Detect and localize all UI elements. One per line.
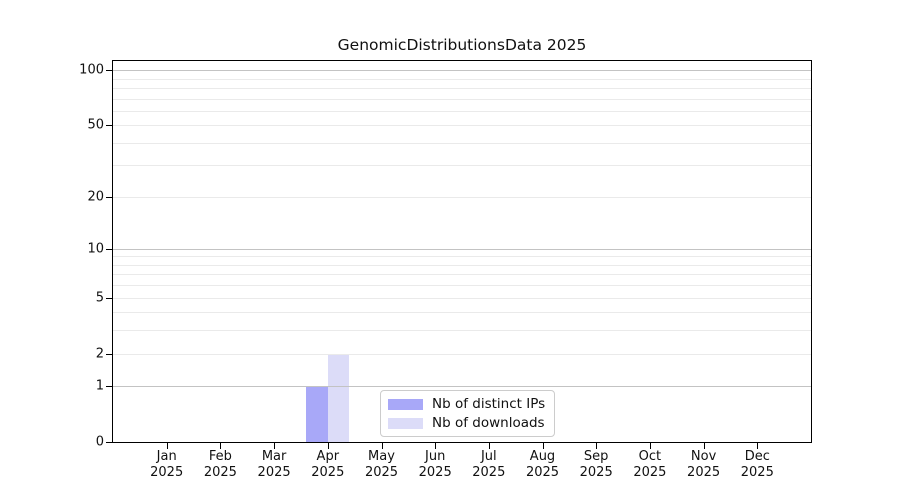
x-tick-mark xyxy=(596,443,598,449)
x-tick-mark xyxy=(703,443,705,449)
y-gridline-major xyxy=(113,70,811,71)
x-tick-year: 2025 xyxy=(472,465,506,480)
bar-nb-of-distinct-ips xyxy=(306,386,328,442)
x-tick-mark xyxy=(166,443,168,449)
x-tick-year: 2025 xyxy=(687,465,721,480)
x-tick-year: 2025 xyxy=(364,465,399,480)
y-gridline-minor xyxy=(113,142,811,144)
y-gridline-major xyxy=(113,248,811,250)
y-tick-label: 5 xyxy=(95,290,104,306)
legend-swatch xyxy=(388,417,423,429)
legend-label: Nb of downloads xyxy=(432,415,545,431)
y-tick-label: 1 xyxy=(95,378,104,394)
x-tick-label: Apr 2025 xyxy=(293,449,363,481)
y-tick-mark xyxy=(106,297,113,299)
x-tick-month: Nov xyxy=(690,449,717,464)
x-tick-month: Sep xyxy=(583,449,609,464)
y-gridline-minor xyxy=(113,312,811,314)
y-gridline-minor xyxy=(113,256,811,258)
x-tick-year: 2025 xyxy=(311,465,345,480)
x-tick-mark xyxy=(435,443,437,449)
y-tick-label: 20 xyxy=(87,189,104,205)
x-tick-label: May 2025 xyxy=(347,449,417,481)
y-gridline-minor xyxy=(113,98,811,100)
x-tick-mark xyxy=(488,443,490,449)
x-tick-mark xyxy=(757,443,759,449)
y-gridline-minor xyxy=(113,110,811,112)
x-tick-month: Jun xyxy=(425,449,446,464)
y-gridline-minor xyxy=(113,285,811,287)
y-gridline-minor xyxy=(113,165,811,167)
x-tick-year: 2025 xyxy=(525,465,560,480)
y-gridline-minor xyxy=(113,330,811,332)
y-tick-mark xyxy=(106,248,113,250)
x-tick-label: Oct 2025 xyxy=(615,449,685,481)
y-gridline-minor xyxy=(113,78,811,80)
x-tick-year: 2025 xyxy=(740,465,774,480)
x-tick-label: Nov 2025 xyxy=(669,449,739,481)
y-gridline-minor xyxy=(113,87,811,89)
x-tick-year: 2025 xyxy=(579,465,613,480)
x-tick-month: Aug xyxy=(529,449,556,464)
x-tick-label: Jul 2025 xyxy=(454,449,524,481)
x-tick-label: Sep 2025 xyxy=(561,449,631,481)
x-tick-label: Feb 2025 xyxy=(185,449,255,481)
y-gridline-minor xyxy=(113,297,811,299)
legend-swatch xyxy=(388,398,423,410)
chart-title: GenomicDistributionsData 2025 xyxy=(337,36,587,54)
y-tick-label: 2 xyxy=(95,346,104,361)
x-tick-mark xyxy=(220,443,222,449)
legend-item: Nb of downloads xyxy=(388,415,545,431)
x-tick-month: Dec xyxy=(744,449,770,464)
x-tick-mark xyxy=(274,443,276,449)
x-tick-label: Aug 2025 xyxy=(508,449,578,481)
y-gridline-minor xyxy=(113,353,811,355)
y-gridline-minor xyxy=(113,264,811,266)
x-tick-label: Mar 2025 xyxy=(239,449,309,481)
legend-label: Nb of distinct IPs xyxy=(432,396,546,412)
x-tick-mark xyxy=(381,443,383,449)
x-tick-year: 2025 xyxy=(633,465,667,480)
y-gridline-minor xyxy=(113,274,811,276)
legend: Nb of distinct IPs Nb of downloads xyxy=(380,390,556,437)
x-tick-month: Jan xyxy=(156,449,177,464)
x-tick-year: 2025 xyxy=(150,465,184,480)
y-gridline-major xyxy=(113,386,811,388)
x-tick-mark xyxy=(542,443,544,449)
x-tick-month: Mar xyxy=(261,449,287,464)
y-tick-mark xyxy=(106,442,113,443)
y-tick-mark xyxy=(106,125,113,127)
x-tick-year: 2025 xyxy=(418,465,452,480)
y-tick-mark xyxy=(106,353,113,355)
bar-nb-of-downloads xyxy=(327,353,350,442)
x-tick-mark xyxy=(649,443,651,449)
y-tick-label: 50 xyxy=(87,117,104,133)
y-tick-label: 100 xyxy=(79,62,104,78)
x-tick-month: Jul xyxy=(480,449,497,464)
x-tick-month: Feb xyxy=(208,449,232,464)
x-tick-year: 2025 xyxy=(203,465,237,480)
y-tick-mark xyxy=(106,196,113,198)
y-gridline-minor xyxy=(113,125,811,127)
y-gridline-minor xyxy=(113,196,811,198)
y-tick-label: 0 xyxy=(95,434,104,450)
x-tick-month: Oct xyxy=(638,449,662,464)
x-tick-mark xyxy=(327,443,329,449)
y-tick-mark xyxy=(106,70,113,71)
legend-item: Nb of distinct IPs xyxy=(388,396,545,412)
x-tick-label: Jun 2025 xyxy=(400,449,470,481)
y-tick-label: 10 xyxy=(87,241,104,257)
x-tick-year: 2025 xyxy=(257,465,291,480)
x-tick-month: Apr xyxy=(316,449,340,464)
y-tick-mark xyxy=(106,386,113,388)
x-tick-label: Jan 2025 xyxy=(132,449,202,481)
x-tick-label: Dec 2025 xyxy=(722,449,792,481)
x-tick-month: May xyxy=(368,449,395,464)
